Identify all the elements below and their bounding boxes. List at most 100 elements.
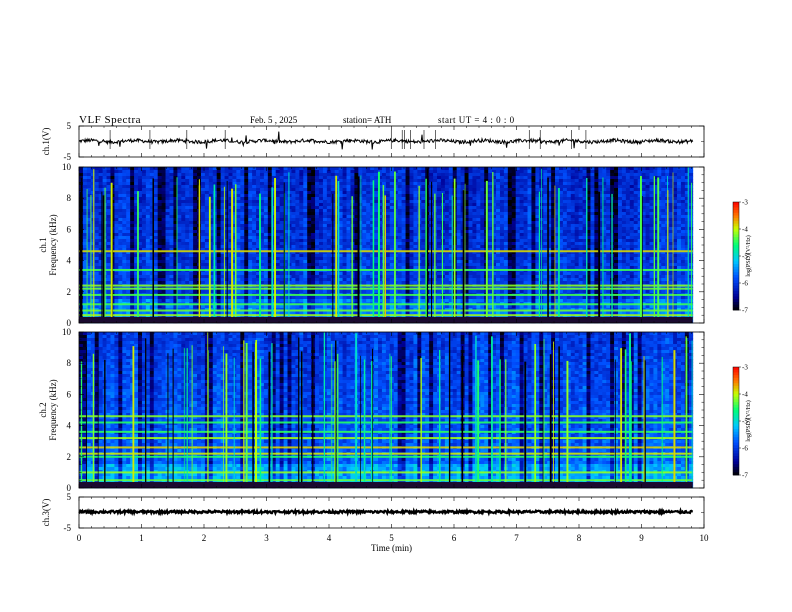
psd-cell [169, 167, 174, 171]
psd-cell [677, 224, 682, 228]
psd-cell [688, 233, 694, 237]
psd-cell [649, 224, 654, 228]
psd-cell [496, 248, 501, 252]
psd-cell [86, 167, 92, 171]
psd-cell [405, 191, 410, 195]
psd-cell [586, 218, 591, 222]
psd-cell [440, 203, 446, 207]
psd-cell [248, 182, 253, 186]
psd-cell [82, 227, 88, 231]
psd-cell [393, 170, 399, 174]
psd-cell [535, 254, 540, 258]
psd-cell [570, 212, 576, 216]
psd-cell [562, 224, 568, 228]
psd-cell [680, 197, 686, 201]
psd-cell [370, 212, 375, 216]
psd-cell [342, 176, 347, 180]
psd-cell [555, 230, 560, 234]
psd-cell [122, 248, 127, 252]
psd-cell [189, 236, 194, 240]
psd-cell [488, 188, 493, 192]
psd-cell [193, 173, 198, 177]
psd-cell [633, 197, 639, 201]
psd-cell [688, 242, 694, 246]
psd-cell [138, 191, 143, 195]
psd-cell [433, 167, 438, 171]
psd-cell [523, 191, 528, 195]
psd-cell [393, 233, 399, 237]
psd-cell [476, 179, 481, 183]
psd-cell [688, 257, 694, 261]
psd-cell [641, 203, 646, 207]
psd-cell [401, 191, 406, 195]
psd-cell [519, 221, 524, 225]
psd-cell [444, 170, 450, 174]
psd-cell [259, 170, 265, 174]
psd-cell [492, 182, 497, 186]
psd-cell [208, 179, 214, 183]
psd-cell [354, 191, 359, 195]
psd-cell [401, 245, 406, 249]
psd-cell [393, 176, 399, 180]
psd-cell [149, 224, 155, 228]
psd-cell [574, 236, 580, 240]
psd-cell [130, 254, 135, 258]
psd-cell [181, 254, 186, 258]
psd-cell [138, 206, 143, 210]
psd-cell [378, 173, 383, 177]
psd-cell [629, 242, 635, 246]
psd-cell [244, 233, 249, 237]
psd-cell [629, 209, 635, 213]
psd-cell [625, 254, 631, 258]
psd-cell [145, 176, 151, 180]
psd-cell [405, 233, 410, 237]
psd-cell [582, 218, 587, 222]
psd-cell [86, 206, 92, 210]
psd-cell [94, 230, 100, 234]
psd-cell [405, 185, 410, 189]
psd-cell [566, 182, 572, 186]
psd-cell [295, 194, 300, 198]
psd-cell [578, 176, 583, 180]
psd-cell [200, 215, 206, 219]
psd-cell [141, 257, 147, 261]
psd-cell [374, 182, 379, 186]
psd-cell [492, 218, 497, 222]
psd-cell [259, 200, 265, 204]
psd-cell [228, 170, 233, 174]
psd-cell [472, 218, 477, 222]
psd-cell [259, 185, 265, 189]
psd-cell [657, 215, 662, 219]
psd-cell [472, 224, 477, 228]
psd-cell [279, 215, 284, 219]
psd-cell [366, 236, 371, 240]
psd-cell [653, 239, 658, 243]
psd-cell [322, 215, 328, 219]
psd-cell [625, 170, 631, 174]
psd-cell [326, 218, 332, 222]
psd-cell [405, 215, 410, 219]
psd-cell [295, 203, 300, 207]
psd-cell [141, 245, 147, 249]
psd-cell [618, 215, 623, 219]
psd-cell [515, 224, 521, 228]
psd-cell [519, 218, 524, 222]
psd-cell [551, 224, 556, 228]
psd-cell [118, 176, 123, 180]
psd-cell [413, 206, 418, 210]
psd-cell [275, 200, 281, 204]
psd-cell [677, 194, 682, 198]
psd-cell [488, 179, 493, 183]
psd-cell [291, 203, 296, 207]
psd-cell [165, 218, 170, 222]
psd-cell [507, 206, 513, 210]
psd-cell [649, 203, 654, 207]
psd-cell [86, 221, 92, 225]
psd-cell [397, 191, 403, 195]
psd-cell [677, 233, 682, 237]
psd-cell [232, 173, 237, 177]
psd-cell [248, 191, 253, 195]
psd-cell [381, 179, 387, 183]
psd-cell [594, 179, 599, 183]
psd-cell [307, 218, 312, 222]
